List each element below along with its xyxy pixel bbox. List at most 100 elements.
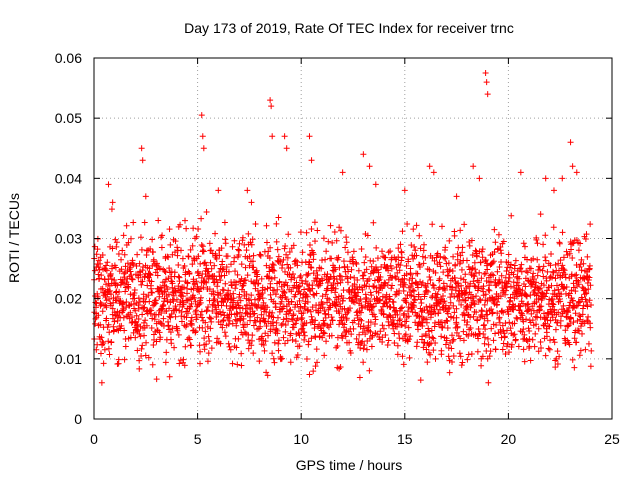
data-point <box>257 318 264 325</box>
data-point <box>537 339 544 346</box>
data-point <box>239 234 246 241</box>
data-point <box>146 298 153 305</box>
data-point <box>534 256 541 263</box>
x-tick-label: 25 <box>604 431 620 447</box>
data-point <box>332 266 339 273</box>
data-point <box>575 299 582 306</box>
data-point <box>120 299 127 306</box>
data-point <box>514 279 521 286</box>
data-point <box>547 317 554 324</box>
data-point <box>156 293 163 300</box>
data-point <box>321 330 328 337</box>
data-point <box>424 288 431 295</box>
data-point <box>540 282 547 289</box>
data-point <box>478 275 485 282</box>
data-point <box>369 333 376 340</box>
data-point <box>150 256 157 263</box>
data-point <box>471 259 478 266</box>
data-point <box>484 317 491 324</box>
data-point <box>288 288 295 295</box>
data-point <box>165 291 172 298</box>
data-point <box>333 237 340 244</box>
data-point <box>333 299 340 306</box>
data-point <box>285 318 292 325</box>
data-point <box>464 319 471 326</box>
data-point <box>288 274 295 281</box>
data-point <box>460 337 467 344</box>
data-point <box>539 267 546 274</box>
data-point <box>498 272 505 279</box>
data-point <box>138 345 145 352</box>
data-point <box>364 232 371 239</box>
data-point <box>510 271 517 278</box>
data-point <box>325 238 332 245</box>
data-point <box>122 288 129 295</box>
data-point <box>417 377 424 384</box>
data-point <box>296 288 303 295</box>
data-point <box>449 359 456 366</box>
data-point <box>175 273 182 280</box>
data-point <box>101 346 108 353</box>
data-point <box>397 305 404 312</box>
data-point <box>359 304 366 311</box>
data-point <box>257 305 264 312</box>
data-point <box>100 360 107 367</box>
data-point <box>586 274 593 281</box>
data-point <box>422 332 429 339</box>
data-point <box>581 276 588 283</box>
data-point <box>277 356 284 363</box>
data-point <box>461 312 468 319</box>
data-point-outlier <box>483 79 490 86</box>
data-point <box>270 355 277 362</box>
data-point <box>183 225 190 232</box>
data-point <box>297 304 304 311</box>
data-point <box>204 358 211 365</box>
data-point <box>492 239 499 246</box>
data-point <box>502 320 509 327</box>
data-point-outlier <box>283 145 290 152</box>
data-point <box>323 338 330 345</box>
data-point <box>217 308 224 315</box>
data-point <box>183 321 190 328</box>
data-point <box>297 272 304 279</box>
data-point <box>321 352 328 359</box>
data-point <box>205 333 212 340</box>
data-point-outlier <box>138 145 145 152</box>
data-point <box>224 253 231 260</box>
data-point <box>106 351 113 358</box>
data-point <box>220 316 227 323</box>
data-point <box>96 266 103 273</box>
data-point <box>570 297 577 304</box>
data-point <box>272 291 279 298</box>
data-point <box>481 340 488 347</box>
data-point <box>584 253 591 260</box>
data-point <box>484 311 491 318</box>
data-point <box>435 310 442 317</box>
data-point <box>244 301 251 308</box>
data-point <box>498 250 505 257</box>
data-point <box>374 255 381 262</box>
data-point <box>377 297 384 304</box>
data-point <box>453 314 460 321</box>
y-tick-label: 0.05 <box>55 110 82 126</box>
data-point <box>289 316 296 323</box>
data-point <box>117 325 124 332</box>
data-point <box>306 371 313 378</box>
data-point <box>562 271 569 278</box>
data-point <box>489 309 496 316</box>
data-point <box>252 221 259 228</box>
data-point <box>320 329 327 336</box>
data-point <box>282 340 289 347</box>
data-point <box>403 318 410 325</box>
data-point <box>472 247 479 254</box>
data-point <box>283 315 290 322</box>
data-point <box>271 339 278 346</box>
data-point <box>465 263 472 270</box>
data-point <box>242 276 249 283</box>
data-point <box>557 257 564 264</box>
data-point <box>123 304 130 311</box>
data-point <box>191 294 198 301</box>
data-point <box>575 247 582 254</box>
data-point <box>141 219 148 226</box>
data-point <box>140 319 147 326</box>
